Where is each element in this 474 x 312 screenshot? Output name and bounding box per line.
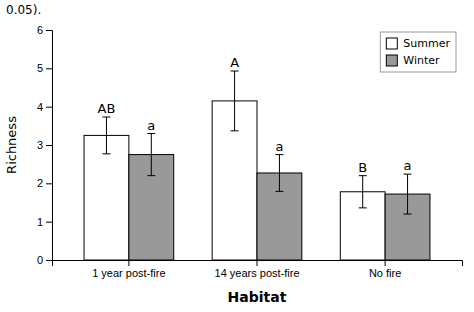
tick-mark <box>46 260 52 261</box>
tick: 14 years post-fire <box>215 260 300 279</box>
tick-label: 1 year post-fire <box>92 267 165 279</box>
tick-label: 1 <box>37 216 43 228</box>
tick: 2 <box>37 177 52 189</box>
tick-label: 0 <box>37 254 43 266</box>
tick-mark <box>46 68 52 69</box>
tick: 5 <box>37 62 52 74</box>
tick-mark <box>128 260 129 266</box>
error-bar <box>147 134 155 176</box>
marks <box>84 71 430 260</box>
tick-mark <box>385 260 386 266</box>
tick: No fire <box>369 260 401 279</box>
error-bar <box>359 176 367 208</box>
tick-label: 14 years post-fire <box>215 267 300 279</box>
legend: Summer Winter <box>380 32 456 72</box>
error-bar <box>102 117 110 154</box>
title: 0.05). <box>6 3 41 17</box>
legend-box <box>380 32 456 72</box>
tick: 6 <box>37 24 52 36</box>
significance-label: B <box>358 160 367 175</box>
tick-label: No fire <box>369 267 401 279</box>
significance-label: AB <box>98 101 116 116</box>
tick: 0 <box>37 254 52 266</box>
error-bar <box>275 155 283 192</box>
tick-mark <box>46 107 52 108</box>
chart: 0.05). 0 1 2 3 4 5 6 1 year post-fire 14 years po… <box>0 0 474 312</box>
tick-mark <box>257 260 258 266</box>
tick-mark <box>46 145 52 146</box>
tick: 1 <box>37 216 52 228</box>
tick: 4 <box>37 101 52 113</box>
tick-mark <box>46 183 52 184</box>
axis-line <box>53 261 463 267</box>
legend-swatch <box>386 38 397 49</box>
y-axis-title: Richness <box>4 116 19 174</box>
labels: ABABaaa <box>98 55 412 175</box>
significance-label: A <box>230 55 239 70</box>
significance-label: a <box>404 158 412 173</box>
tick: 3 <box>37 139 52 151</box>
significance-label: a <box>275 139 283 154</box>
y-axis: 0 1 2 3 4 5 6 <box>37 24 53 266</box>
tick-label: 5 <box>37 62 43 74</box>
error-bar <box>404 174 412 214</box>
tick-label: 3 <box>37 139 43 151</box>
series <box>84 71 385 260</box>
x-axis: 1 year post-fire 14 years post-fire No fir… <box>53 260 463 279</box>
plot: 0 1 2 3 4 5 6 1 year post-fire 14 years post-fir… <box>37 24 463 279</box>
tick-mark <box>46 222 52 223</box>
error-bar <box>231 71 239 131</box>
x-axis-title: Habitat <box>228 289 287 305</box>
tick-label: 2 <box>37 177 43 189</box>
tick: 1 year post-fire <box>92 260 165 279</box>
series <box>129 134 430 261</box>
legend-label: Winter <box>403 54 440 67</box>
significance-label: a <box>147 118 155 133</box>
tick-label: 6 <box>37 24 43 36</box>
legend-item: Summer <box>386 37 450 50</box>
legend-swatch <box>386 55 397 66</box>
legend-label: Summer <box>403 37 450 50</box>
legend-item: Winter <box>386 54 440 67</box>
tick-label: 4 <box>37 101 43 113</box>
tick-mark <box>46 30 52 31</box>
axis-line <box>46 31 53 261</box>
